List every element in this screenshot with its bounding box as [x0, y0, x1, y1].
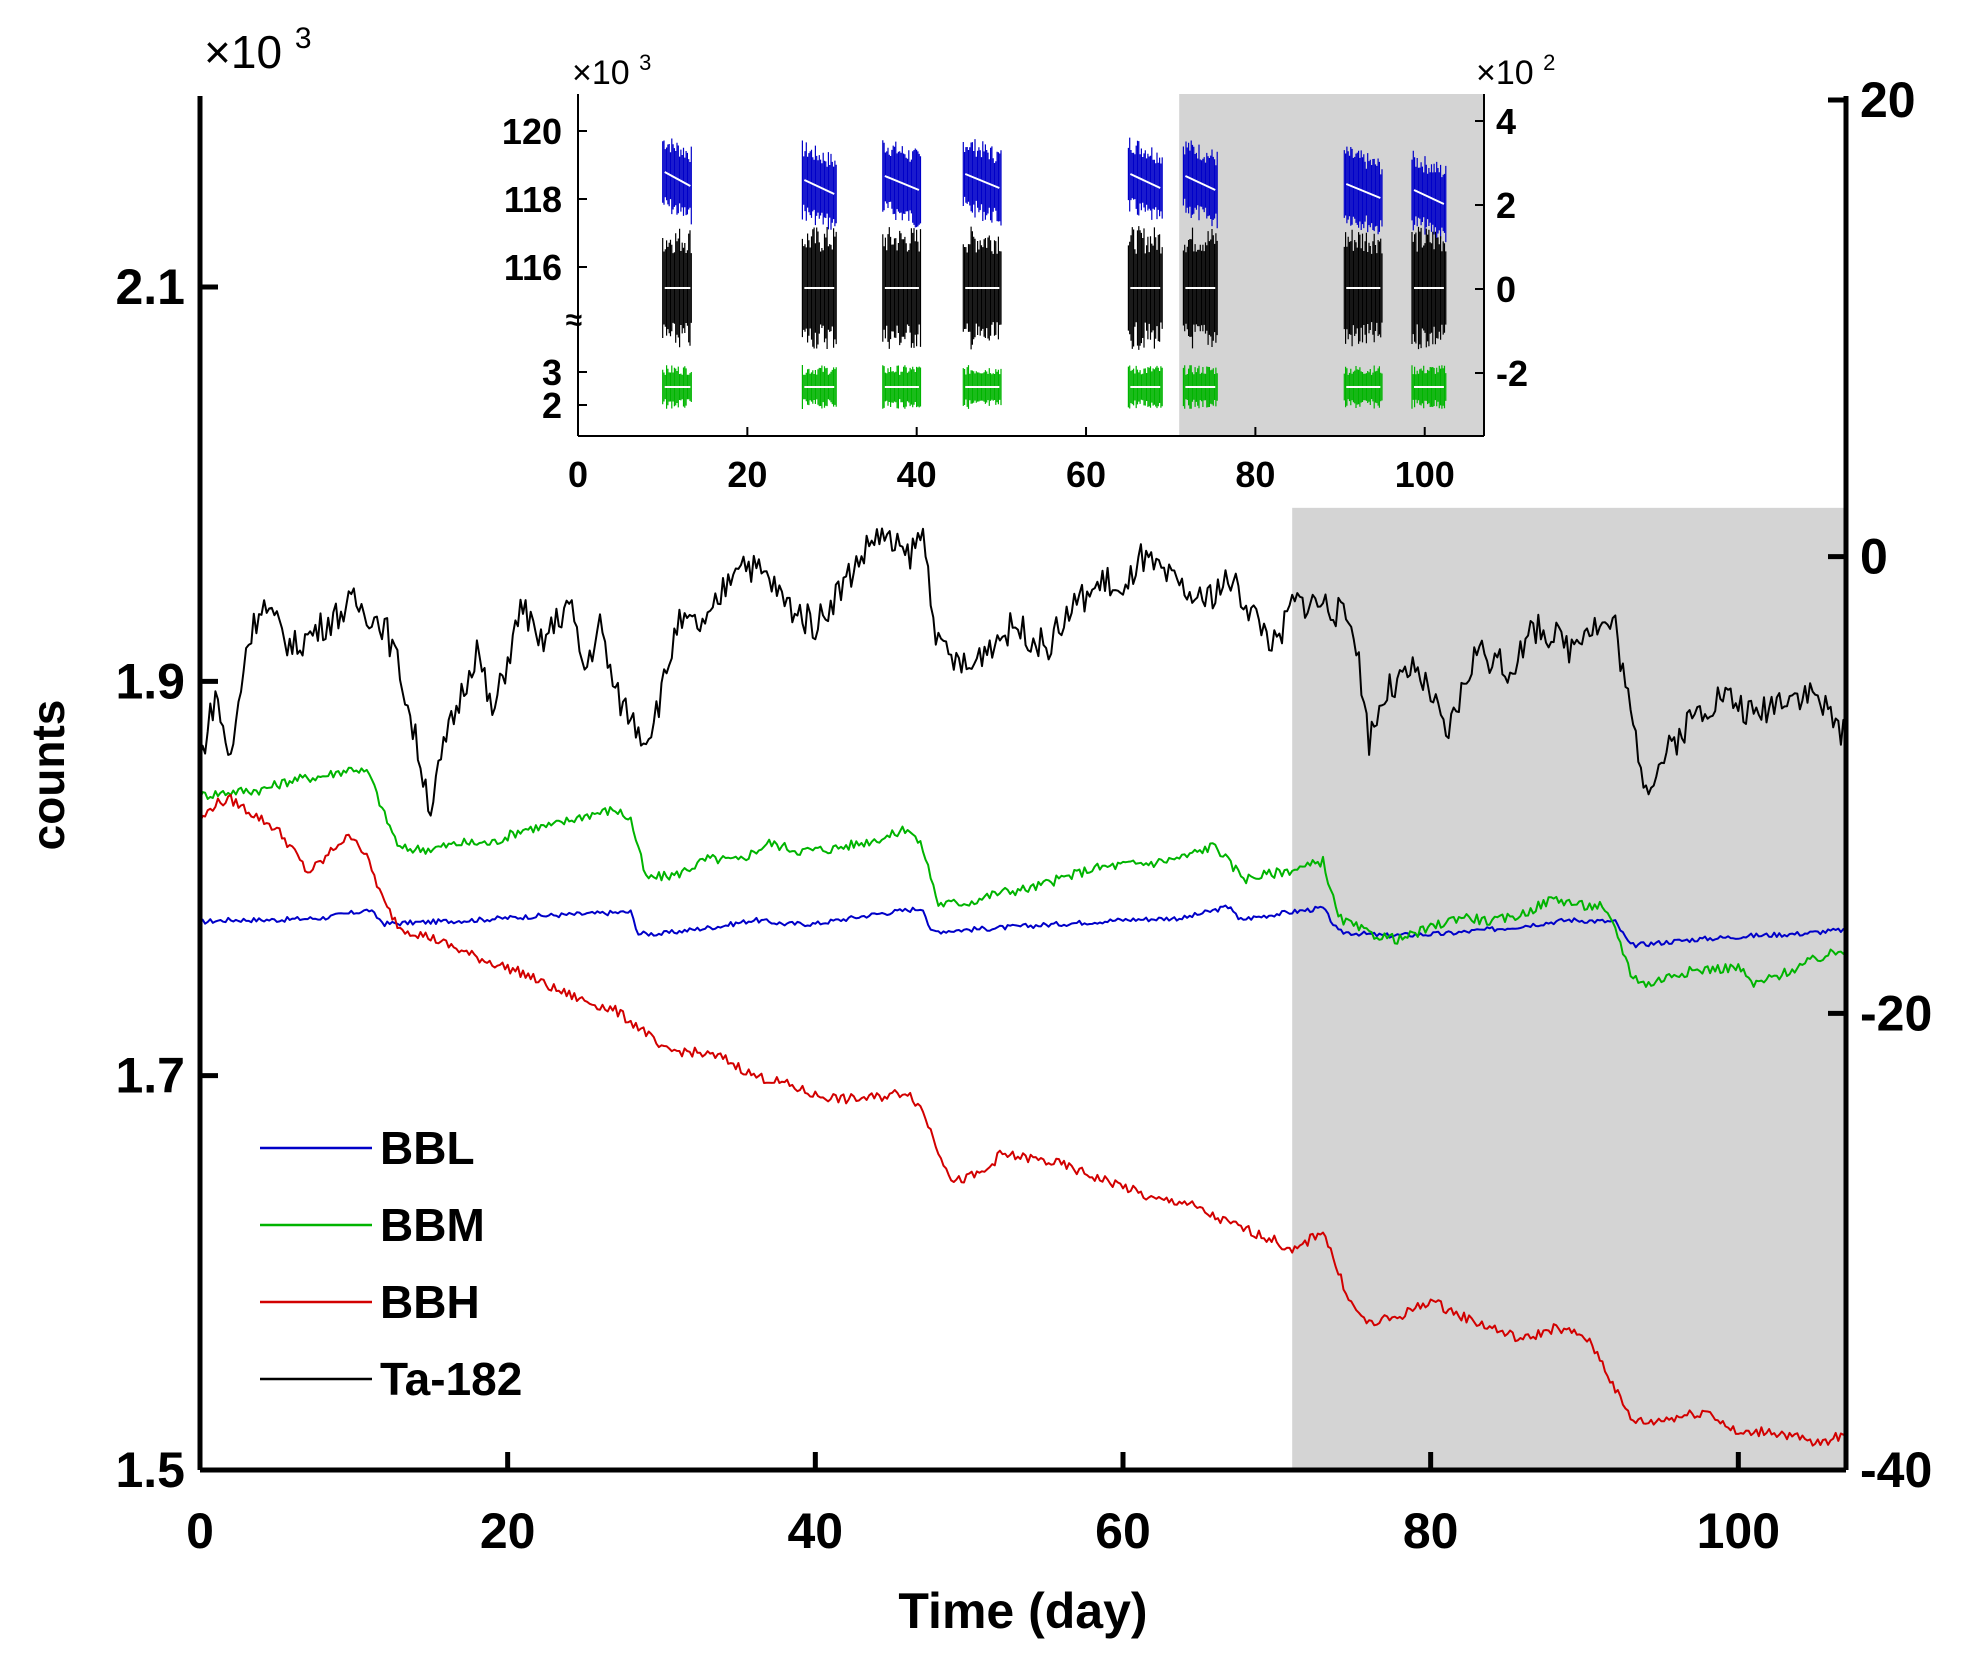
inset-left-exponent-base: ×10 — [572, 54, 630, 92]
legend: BBL BBM BBH Ta-182 — [260, 1122, 522, 1405]
inset-x-tick-label: 40 — [897, 454, 937, 495]
legend-label-bbl: BBL — [380, 1122, 475, 1174]
inset-x-tick-label: 0 — [568, 454, 588, 495]
y-left-tick-label: 1.5 — [115, 1442, 185, 1498]
inset-y-right-tick-label: 0 — [1496, 269, 1516, 310]
inset-x-tick-label: 20 — [727, 454, 767, 495]
inset-axes-layer — [577, 94, 1485, 437]
x-tick-label: 100 — [1697, 1503, 1780, 1559]
inset-axis-break-symbol: ≈ — [566, 304, 582, 337]
inset-left-exponent: ×10 3 — [572, 50, 651, 92]
series-line-ta-182 — [199, 527, 1847, 817]
inset-y-left-tick-label: 3 — [542, 352, 562, 393]
inset-right-exponent: ×10 2 — [1476, 50, 1555, 92]
y-right-tick-label: 0 — [1860, 529, 1888, 585]
inset-right-exponent-base: ×10 — [1476, 54, 1534, 92]
inset-x-tick-label: 80 — [1235, 454, 1275, 495]
inset-x-tick-label: 100 — [1395, 454, 1455, 495]
legend-label-bbm: BBM — [380, 1199, 485, 1251]
inset-mean-bbl — [803, 179, 835, 195]
inset-y-left-tick-label: 120 — [502, 111, 562, 152]
left-axis-exponent-base: ×10 — [204, 26, 282, 78]
main-axes-layer — [197, 96, 1849, 1473]
inset-y-right-tick-label: 2 — [1496, 185, 1516, 226]
x-tick-label: 80 — [1403, 1503, 1459, 1559]
inset-y-left-tick-label: 118 — [504, 179, 562, 220]
inset-mean-bbl — [1413, 189, 1445, 205]
x-axis-label: Time (day) — [898, 1583, 1147, 1639]
main-shade-layer — [1292, 507, 1846, 1470]
inset-mean-bbl — [1345, 183, 1381, 199]
series-line-bbh — [199, 794, 1847, 1447]
x-tick-label: 20 — [480, 1503, 536, 1559]
inset-x-tick-label: 60 — [1066, 454, 1106, 495]
y-left-tick-label: 1.9 — [115, 653, 185, 709]
inset-series-layer — [662, 137, 1447, 409]
x-tick-label: 0 — [186, 1503, 214, 1559]
legend-label-ta-182: Ta-182 — [380, 1353, 522, 1405]
x-tick-label: 60 — [1095, 1503, 1151, 1559]
x-tick-label: 40 — [788, 1503, 844, 1559]
legend-label-bbh: BBH — [380, 1276, 480, 1328]
y-axis-label: counts — [22, 700, 74, 851]
inset-mean-bbl — [664, 171, 691, 187]
inset-y-right-tick-label: 4 — [1496, 101, 1516, 142]
y-left-tick-label: 1.7 — [115, 1048, 185, 1104]
inset-mean-bbl — [964, 173, 1000, 189]
left-axis-exponent-power: 3 — [295, 22, 312, 55]
inset-mean-bbl — [884, 175, 920, 191]
y-left-tick-label: 2.1 — [115, 259, 185, 315]
series-line-bbm — [199, 766, 1847, 988]
inset-y-right-tick-label: -2 — [1496, 353, 1528, 394]
inset-mean-bbl — [1184, 175, 1216, 191]
series-line-bbl — [199, 904, 1847, 949]
main-series-layer — [199, 527, 1847, 1447]
y-right-tick-label: -40 — [1860, 1442, 1932, 1498]
inset-y-left-tick-label: 116 — [504, 247, 562, 288]
left-axis-exponent: ×10 3 — [204, 22, 312, 78]
inset-mean-bbl — [1129, 173, 1161, 189]
y-right-tick-label: -20 — [1860, 985, 1932, 1041]
inset-left-exponent-power: 3 — [639, 50, 651, 75]
inset-y-left-tick-label: 2 — [542, 385, 562, 426]
y-right-tick-label: 20 — [1860, 72, 1916, 128]
inset-right-exponent-power: 2 — [1543, 50, 1555, 75]
main-shaded-region — [1292, 507, 1846, 1470]
